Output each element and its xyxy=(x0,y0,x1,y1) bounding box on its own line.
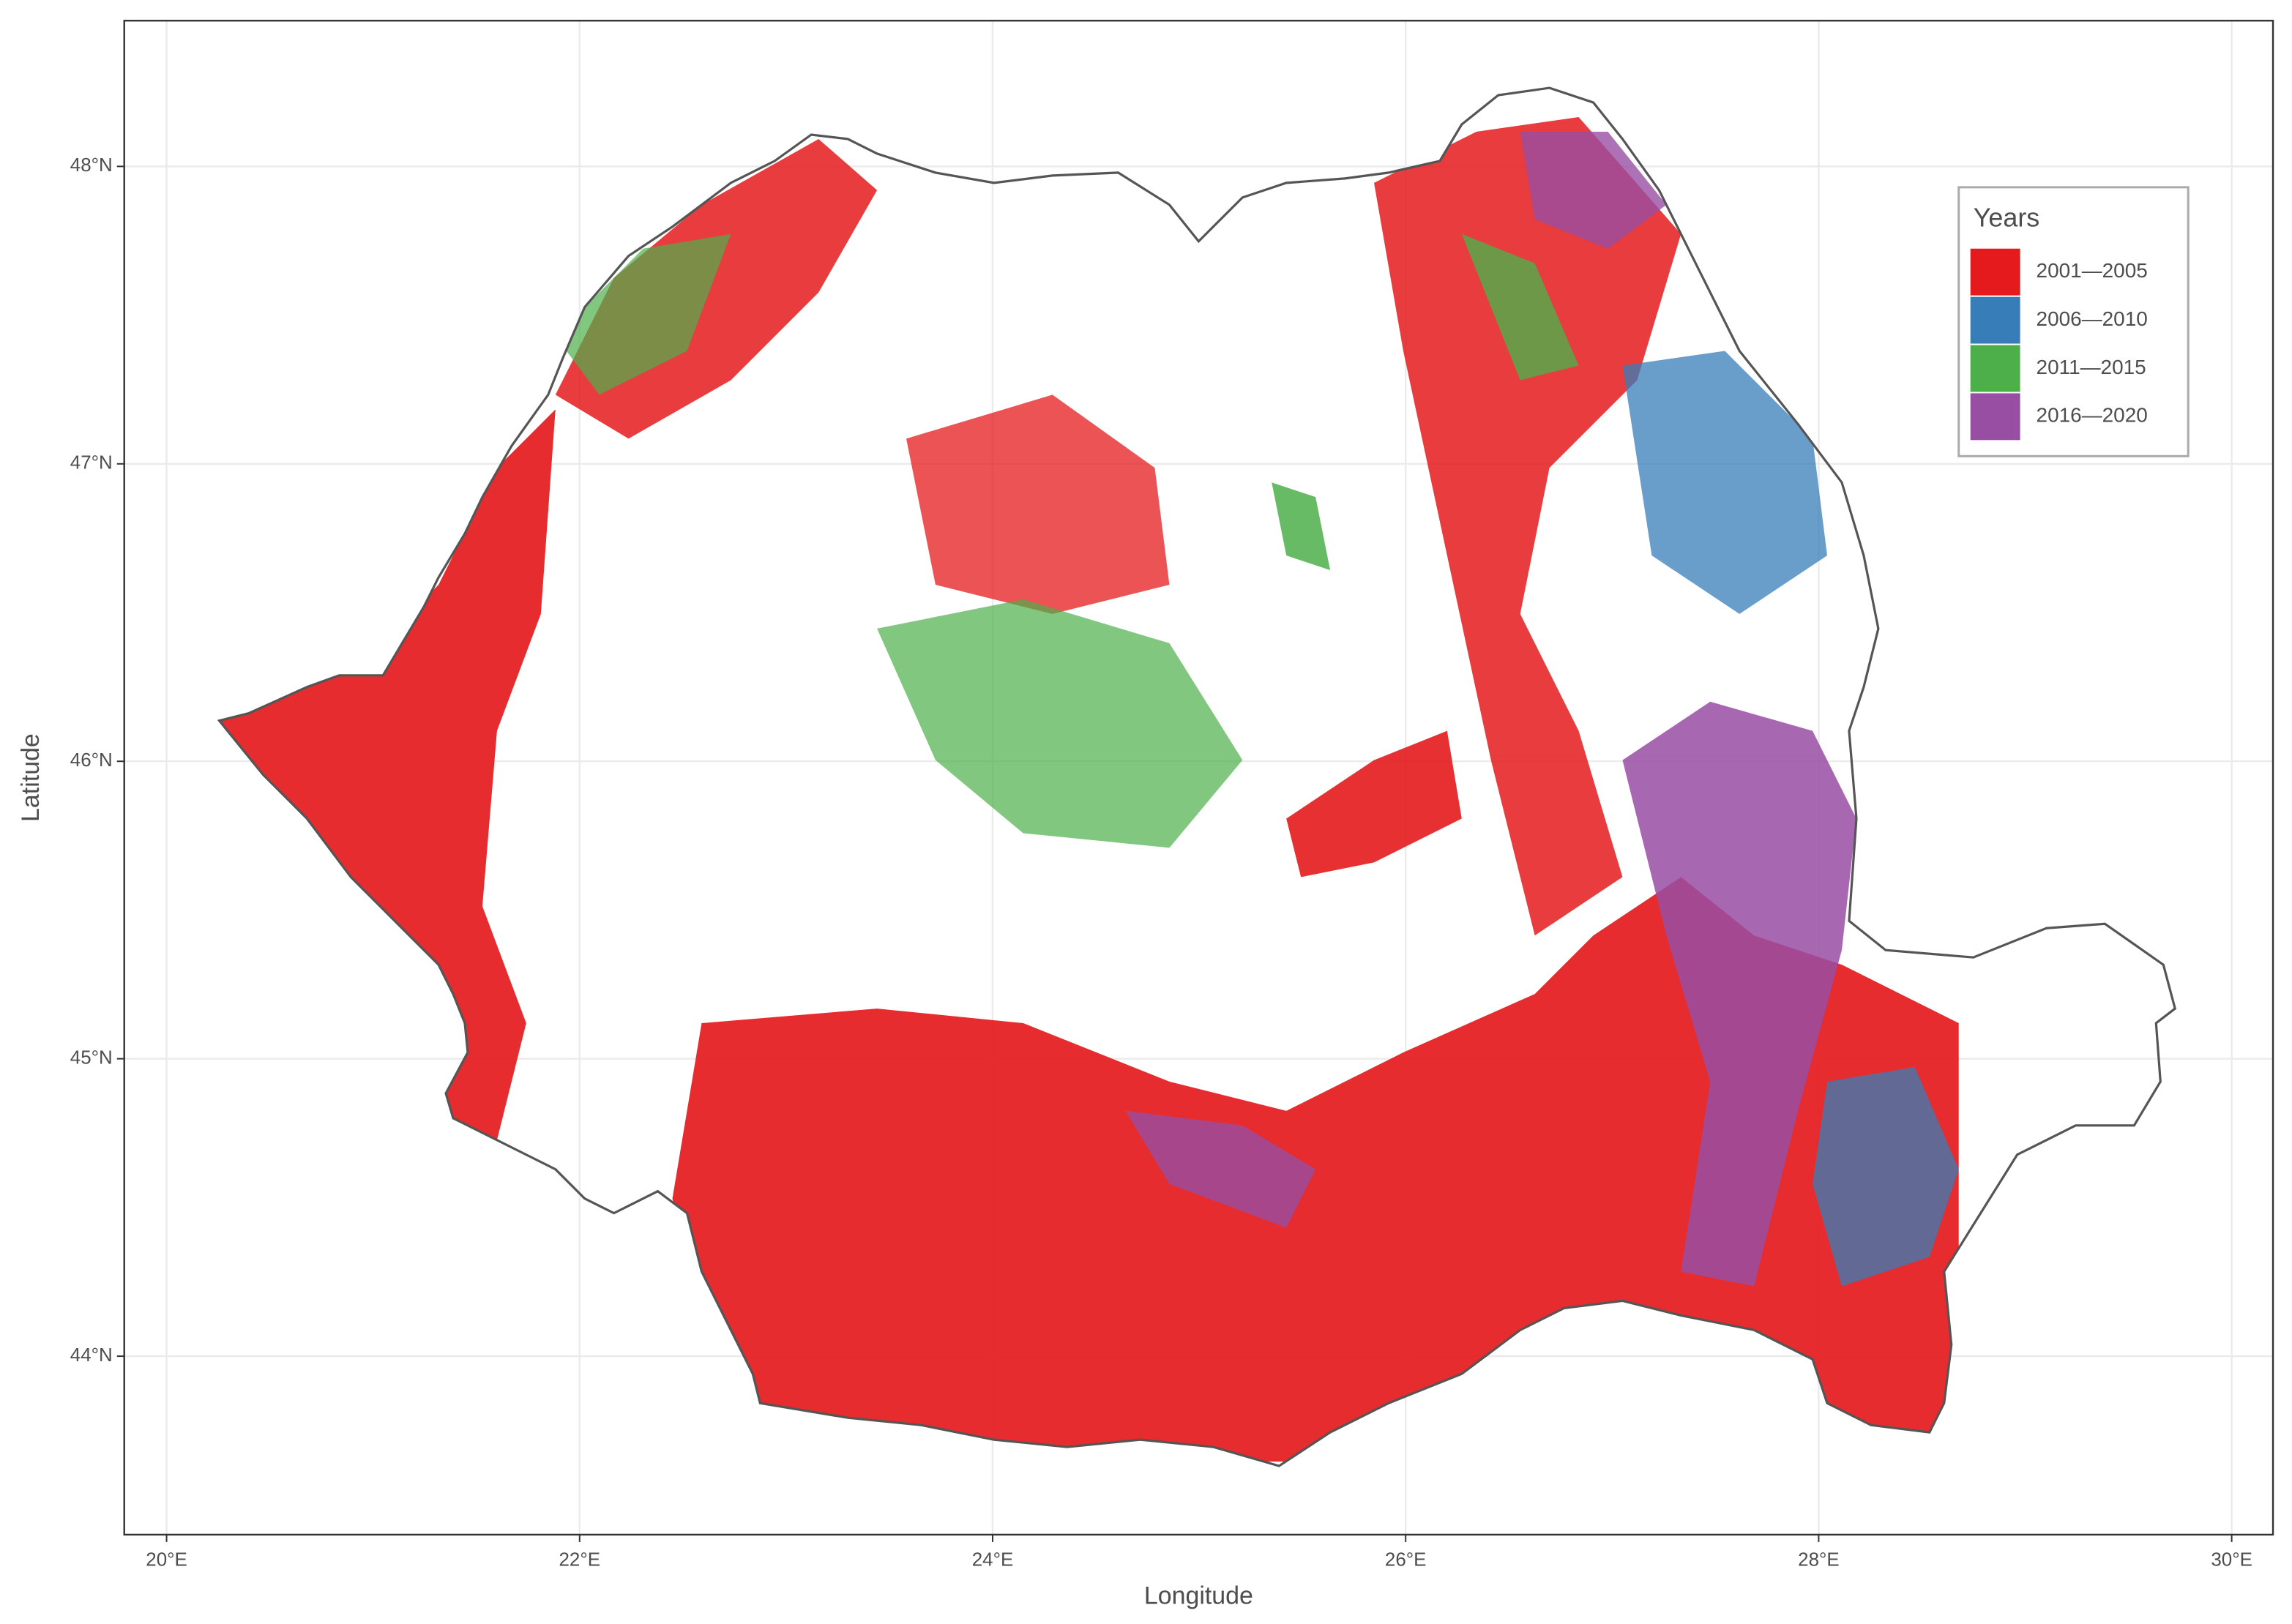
y-tick-label: 48°N xyxy=(70,155,113,176)
panel-border xyxy=(123,20,2274,1536)
y-tick-label: 46°N xyxy=(70,750,113,771)
patch xyxy=(877,599,1243,848)
legend-label: 2011—2015 xyxy=(2037,356,2146,378)
y-tick-label: 45°N xyxy=(70,1048,113,1069)
patch xyxy=(1272,482,1331,571)
legend-title: Years xyxy=(1974,202,2040,232)
x-tick-label: 28°E xyxy=(1798,1550,1840,1571)
x-tick-label: 30°E xyxy=(2211,1550,2252,1571)
patch xyxy=(555,233,731,395)
y-axis-label: Latitude xyxy=(17,733,45,822)
patch xyxy=(219,409,556,1140)
legend-label: 2001—2005 xyxy=(2037,259,2148,282)
legend-label: 2016—2020 xyxy=(2037,404,2148,427)
disturbance-patches xyxy=(219,117,1959,1462)
legend-swatch xyxy=(1970,248,2020,296)
x-tick-label: 26°E xyxy=(1385,1550,1427,1571)
patch xyxy=(1622,701,1856,1287)
patch xyxy=(1461,233,1579,381)
patch xyxy=(1520,131,1667,249)
x-tick-label: 22°E xyxy=(559,1550,601,1571)
legend-swatch xyxy=(1970,296,2020,344)
patch xyxy=(1374,117,1681,936)
y-tick-label: 47°N xyxy=(70,453,113,474)
x-axis-label: Longitude xyxy=(1144,1582,1253,1610)
patch xyxy=(1622,351,1828,614)
patch xyxy=(906,394,1170,614)
legend-swatch xyxy=(1970,393,2020,441)
legend-swatch xyxy=(1970,345,2020,392)
x-tick-label: 24°E xyxy=(972,1550,1014,1571)
x-tick-label: 20°E xyxy=(146,1550,187,1571)
patch xyxy=(1813,1066,1959,1287)
legend: Years 2001—2005 2006—2010 2011—2015 2016—20… xyxy=(1957,186,2190,457)
patch xyxy=(1125,1110,1316,1228)
y-tick-label: 44°N xyxy=(70,1345,113,1366)
legend-label: 2006—2010 xyxy=(2037,307,2148,330)
patch xyxy=(1286,730,1462,878)
